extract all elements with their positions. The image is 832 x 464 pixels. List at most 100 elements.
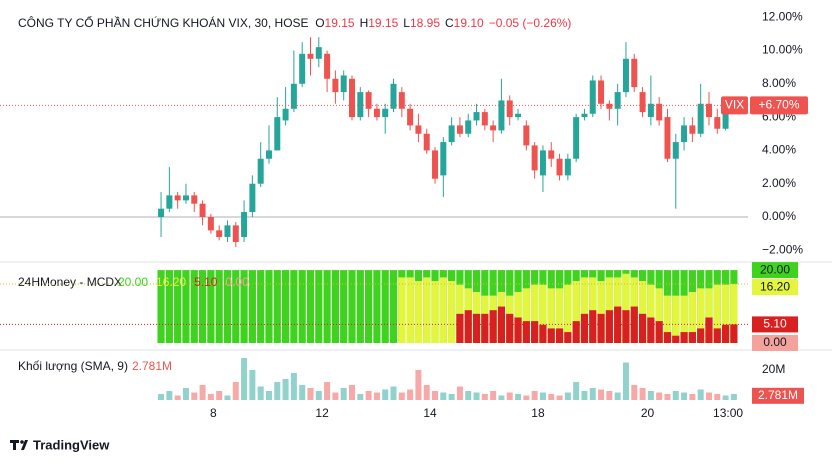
candle-body <box>647 103 654 118</box>
brand-logo <box>10 440 28 450</box>
candle-body <box>166 195 173 209</box>
mcdx-bar <box>580 313 589 343</box>
volume-bar <box>656 392 663 400</box>
mcdx-bar <box>597 313 605 343</box>
candle-body <box>207 217 214 231</box>
volume-bar <box>456 386 463 400</box>
mcdx-bar <box>489 310 497 343</box>
mcdx-bar <box>680 295 688 343</box>
mcdx-bar <box>414 281 423 343</box>
y-tick-label: 4.00% <box>762 143 796 157</box>
volume-bar <box>440 392 447 400</box>
mcdx-bar <box>589 310 597 343</box>
y-tick-label: 2.00% <box>762 176 796 190</box>
mcdx-bar <box>614 306 622 343</box>
symbol-label: VIX <box>725 98 744 112</box>
mcdx-bar <box>647 284 655 343</box>
volume-bar <box>432 391 439 400</box>
ohlc-label: C <box>445 16 454 30</box>
mcdx-bar <box>638 281 647 343</box>
candle-body <box>158 208 165 218</box>
candle-body <box>539 150 546 176</box>
last-price-label: +6.70% <box>758 98 799 112</box>
mcdx-bar <box>638 313 647 343</box>
candle-body <box>232 225 239 243</box>
candle-body <box>515 113 522 118</box>
candle-body <box>365 92 372 109</box>
value-badge <box>752 279 798 296</box>
candle-body <box>432 150 439 179</box>
mcdx-bar <box>389 270 398 343</box>
x-tick-label: 18 <box>531 406 545 420</box>
volume-bar <box>357 394 364 400</box>
mcdx-bar <box>381 270 389 343</box>
candle-body <box>656 103 663 121</box>
candle-body <box>498 100 505 131</box>
volume-bar <box>232 382 239 400</box>
candle-body <box>182 195 189 201</box>
candle-body <box>357 92 364 118</box>
mcdx-bar <box>547 328 555 343</box>
candle-body <box>614 92 621 109</box>
mcdx-bar <box>472 313 481 343</box>
mcdx-bar <box>688 291 696 343</box>
volume-bar <box>373 392 380 400</box>
mcdx-bar <box>680 332 688 343</box>
volume-bar <box>564 392 571 400</box>
candle-body <box>407 108 414 126</box>
candle-body <box>282 108 289 121</box>
mcdx-bar <box>207 270 215 343</box>
mcdx-bar <box>281 270 290 343</box>
candle-body <box>622 58 629 93</box>
volume-bar <box>207 394 214 400</box>
mcdx-bar <box>688 332 696 343</box>
candle-body <box>224 225 231 238</box>
volume-bar <box>282 379 289 400</box>
candle-body <box>315 47 322 59</box>
mcdx-bar <box>423 277 431 343</box>
y-tick-label: −2.00% <box>762 243 803 257</box>
candle-body <box>332 78 339 93</box>
volume-bar <box>349 385 355 400</box>
volume-bar <box>340 388 347 400</box>
mcdx-bar <box>564 284 572 343</box>
x-tick-label: 8 <box>210 406 217 420</box>
volume-bar <box>315 391 322 400</box>
x-tick-label: 13:00 <box>713 406 743 420</box>
volume-bar <box>407 389 414 400</box>
change: −0.05 (−0.26%) <box>488 16 572 30</box>
mcdx-bar <box>672 335 680 343</box>
mcdx-bar <box>190 270 198 343</box>
volume-bar <box>473 392 480 400</box>
mcdx-bar <box>365 270 373 343</box>
mcdx-bar <box>539 284 547 343</box>
value-badge <box>752 316 798 333</box>
candle-body <box>564 158 571 176</box>
symbol-badge <box>721 96 748 115</box>
volume-bar <box>523 395 530 400</box>
volume-bar <box>506 392 513 400</box>
legend-value: 0.00 <box>225 275 249 289</box>
sma-badge <box>752 387 804 404</box>
value-badge-label: 16.20 <box>760 279 790 293</box>
indicator-title: Khối lượng (SMA, 9) <box>18 359 128 373</box>
mcdx-bar <box>539 324 547 343</box>
candle-body <box>265 150 272 159</box>
candle-body <box>672 142 679 159</box>
candle-body <box>631 58 638 88</box>
volume-bar <box>365 391 372 400</box>
mcdx-bar <box>597 281 605 343</box>
mcdx-bar <box>315 270 323 343</box>
candle-body <box>556 158 563 176</box>
mcdx-bar <box>531 321 539 343</box>
volume-bar <box>539 392 546 400</box>
mcdx-bar <box>705 317 713 343</box>
candle-body <box>415 125 422 134</box>
candle-body <box>589 80 596 114</box>
volume-bar <box>299 385 306 400</box>
volume-bar <box>324 382 331 400</box>
volume-bar <box>481 394 488 400</box>
volume-bar <box>672 391 679 400</box>
mcdx-bar <box>655 321 663 343</box>
